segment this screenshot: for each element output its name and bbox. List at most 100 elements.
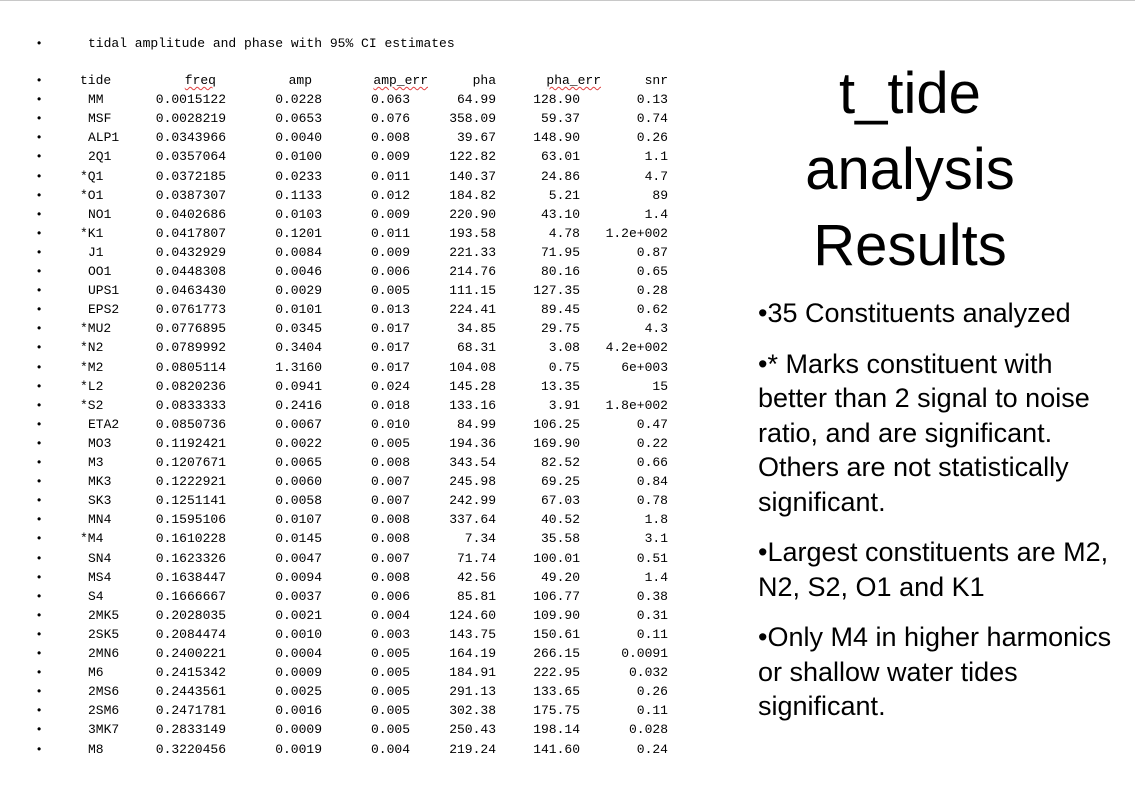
bullet-marker: • <box>37 264 42 278</box>
cell-amp-err: 0.008 <box>370 512 410 528</box>
table-row: *M2 0.0805114 1.3160 0.017 104.08 0.75 6e+003 <box>0 358 700 377</box>
cell-pha: 34.85 <box>456 321 496 337</box>
cell-amp-err: 0.076 <box>370 111 410 127</box>
table-heading: tidal amplitude and phase with 95% CI es… <box>88 36 455 51</box>
cell-amp-err: 0.017 <box>370 321 410 337</box>
cell-pha: 140.37 <box>449 168 496 184</box>
slide-title: t_tide analysis Results <box>740 56 1080 284</box>
cell-pha-err: 133.65 <box>533 684 580 700</box>
cell-pha-err: 175.75 <box>533 703 580 719</box>
cell-tide: *S2 <box>80 397 104 413</box>
cell-tide: NO1 <box>88 206 112 222</box>
cell-freq: 0.0015122 <box>155 92 226 108</box>
cell-snr: 0.62 <box>636 302 668 318</box>
cell-amp-err: 0.012 <box>370 187 410 203</box>
cell-snr: 0.87 <box>636 244 668 260</box>
cell-amp: 0.0040 <box>275 130 322 146</box>
cell-freq: 0.1595106 <box>155 512 226 528</box>
cell-pha-err: 106.77 <box>533 588 580 604</box>
cell-snr: 0.78 <box>636 493 668 509</box>
bullet-marker: • <box>37 569 42 584</box>
cell-pha: 42.56 <box>456 569 496 585</box>
cell-freq: 0.2833149 <box>155 722 226 738</box>
cell-amp-err: 0.063 <box>370 92 410 108</box>
cell-tide: 2MK5 <box>88 607 120 623</box>
cell-amp: 0.0047 <box>275 550 322 566</box>
table-row: SN4 0.1623326 0.0047 0.007 71.74 100.01 0.51 <box>0 549 700 568</box>
cell-pha-err: 148.90 <box>533 130 580 146</box>
cell-snr: 4.2e+002 <box>605 340 668 356</box>
cell-freq: 0.0850736 <box>155 416 226 432</box>
cell-snr: 0.51 <box>636 550 668 566</box>
table-row: 2SM6 0.2471781 0.0016 0.005 302.38 175.75 0.11 <box>0 701 700 720</box>
cell-pha: 343.54 <box>449 455 496 470</box>
table-row: M8 0.3220456 0.0019 0.004 219.24 141.60 0.24 <box>0 740 700 759</box>
cell-snr: 0.11 <box>636 703 668 719</box>
cell-amp-err: 0.008 <box>370 455 410 470</box>
table-row: OO1 0.0448308 0.0046 0.006 214.76 80.16 0.65 <box>0 262 700 281</box>
cell-tide: MK3 <box>88 474 112 490</box>
bullet-marker: • <box>37 474 42 489</box>
bullet-marker: • <box>37 493 42 508</box>
cell-snr: 4.7 <box>644 168 668 184</box>
bullet-marker: • <box>37 607 42 622</box>
cell-amp-err: 0.003 <box>370 626 410 642</box>
cell-amp-err: 0.005 <box>370 283 410 299</box>
table-row: *Q1 0.0372185 0.0233 0.011 140.37 24.86 4.7 <box>0 167 700 186</box>
table-row: M3 0.1207671 0.0065 0.008 343.54 82.52 0.66 <box>0 453 700 472</box>
cell-amp-err: 0.005 <box>370 665 410 681</box>
cell-pha-err: 24.86 <box>540 168 580 184</box>
cell-tide: *Q1 <box>80 168 104 184</box>
cell-snr: 1.8 <box>644 512 668 528</box>
bullet-marker: • <box>37 588 42 603</box>
table-row: 2MN6 0.2400221 0.0004 0.005 164.19 266.15 0.00… <box>0 644 700 663</box>
table-row: *K1 0.0417807 0.1201 0.011 193.58 4.78 1.2e+00… <box>0 224 700 243</box>
cell-tide: OO1 <box>88 264 112 279</box>
cell-amp-err: 0.013 <box>370 302 410 318</box>
cell-freq: 0.3220456 <box>155 741 226 757</box>
table-row: 2SK5 0.2084474 0.0010 0.003 143.75 150.61 0.11 <box>0 625 700 644</box>
cell-tide: MSF <box>88 111 112 127</box>
cell-freq: 0.0372185 <box>155 168 226 184</box>
cell-snr: 0.84 <box>636 474 668 490</box>
cell-pha: 221.33 <box>449 244 496 260</box>
cell-tide: EPS2 <box>88 302 120 318</box>
cell-amp: 0.0021 <box>275 607 322 623</box>
cell-freq: 0.0402686 <box>155 206 226 222</box>
cell-tide: ETA2 <box>88 416 120 432</box>
cell-pha-err: 89.45 <box>540 302 580 318</box>
cell-snr: 0.22 <box>636 435 668 451</box>
bullet-largest-constituents: •Largest constituents are M2, N2, S2, O1… <box>758 537 1109 602</box>
bullet-marker: • <box>37 340 42 355</box>
cell-pha: 111.15 <box>449 283 496 299</box>
bullet-marker: • <box>37 378 42 393</box>
cell-pha-err: 80.16 <box>540 264 580 279</box>
table-row: UPS1 0.0463430 0.0029 0.005 111.15 127.35 0.28 <box>0 281 700 300</box>
cell-amp-err: 0.005 <box>370 703 410 719</box>
cell-tide: *M4 <box>80 531 104 547</box>
cell-pha: 104.08 <box>449 359 496 375</box>
cell-snr: 1.4 <box>644 569 668 585</box>
cell-pha: 219.24 <box>449 741 496 757</box>
cell-freq: 0.0448308 <box>155 264 226 279</box>
cell-freq: 0.0820236 <box>155 378 226 394</box>
cell-pha: 245.98 <box>449 474 496 490</box>
title-line-2: analysis <box>805 137 1015 202</box>
bullet-marker: • <box>37 283 42 298</box>
bullet-marker: • <box>37 684 42 699</box>
cell-amp-err: 0.006 <box>370 264 410 279</box>
bullet-marker: • <box>37 531 42 546</box>
cell-freq: 0.0761773 <box>155 302 226 318</box>
cell-tide: 2SK5 <box>88 626 120 642</box>
cell-tide: *L2 <box>80 378 104 394</box>
table-row: MN4 0.1595106 0.0107 0.008 337.64 40.52 1.8 <box>0 510 700 529</box>
cell-tide: MO3 <box>88 435 112 451</box>
results-table-panel: • tidal amplitude and phase with 95% CI e… <box>0 36 700 759</box>
cell-tide: J1 <box>88 244 104 260</box>
cell-pha-err: 222.95 <box>533 665 580 681</box>
cell-amp: 0.0094 <box>275 569 322 585</box>
cell-amp: 0.0345 <box>275 321 322 337</box>
cell-amp: 0.0941 <box>275 378 322 394</box>
cell-pha-err: 40.52 <box>540 512 580 528</box>
cell-amp-err: 0.006 <box>370 588 410 604</box>
